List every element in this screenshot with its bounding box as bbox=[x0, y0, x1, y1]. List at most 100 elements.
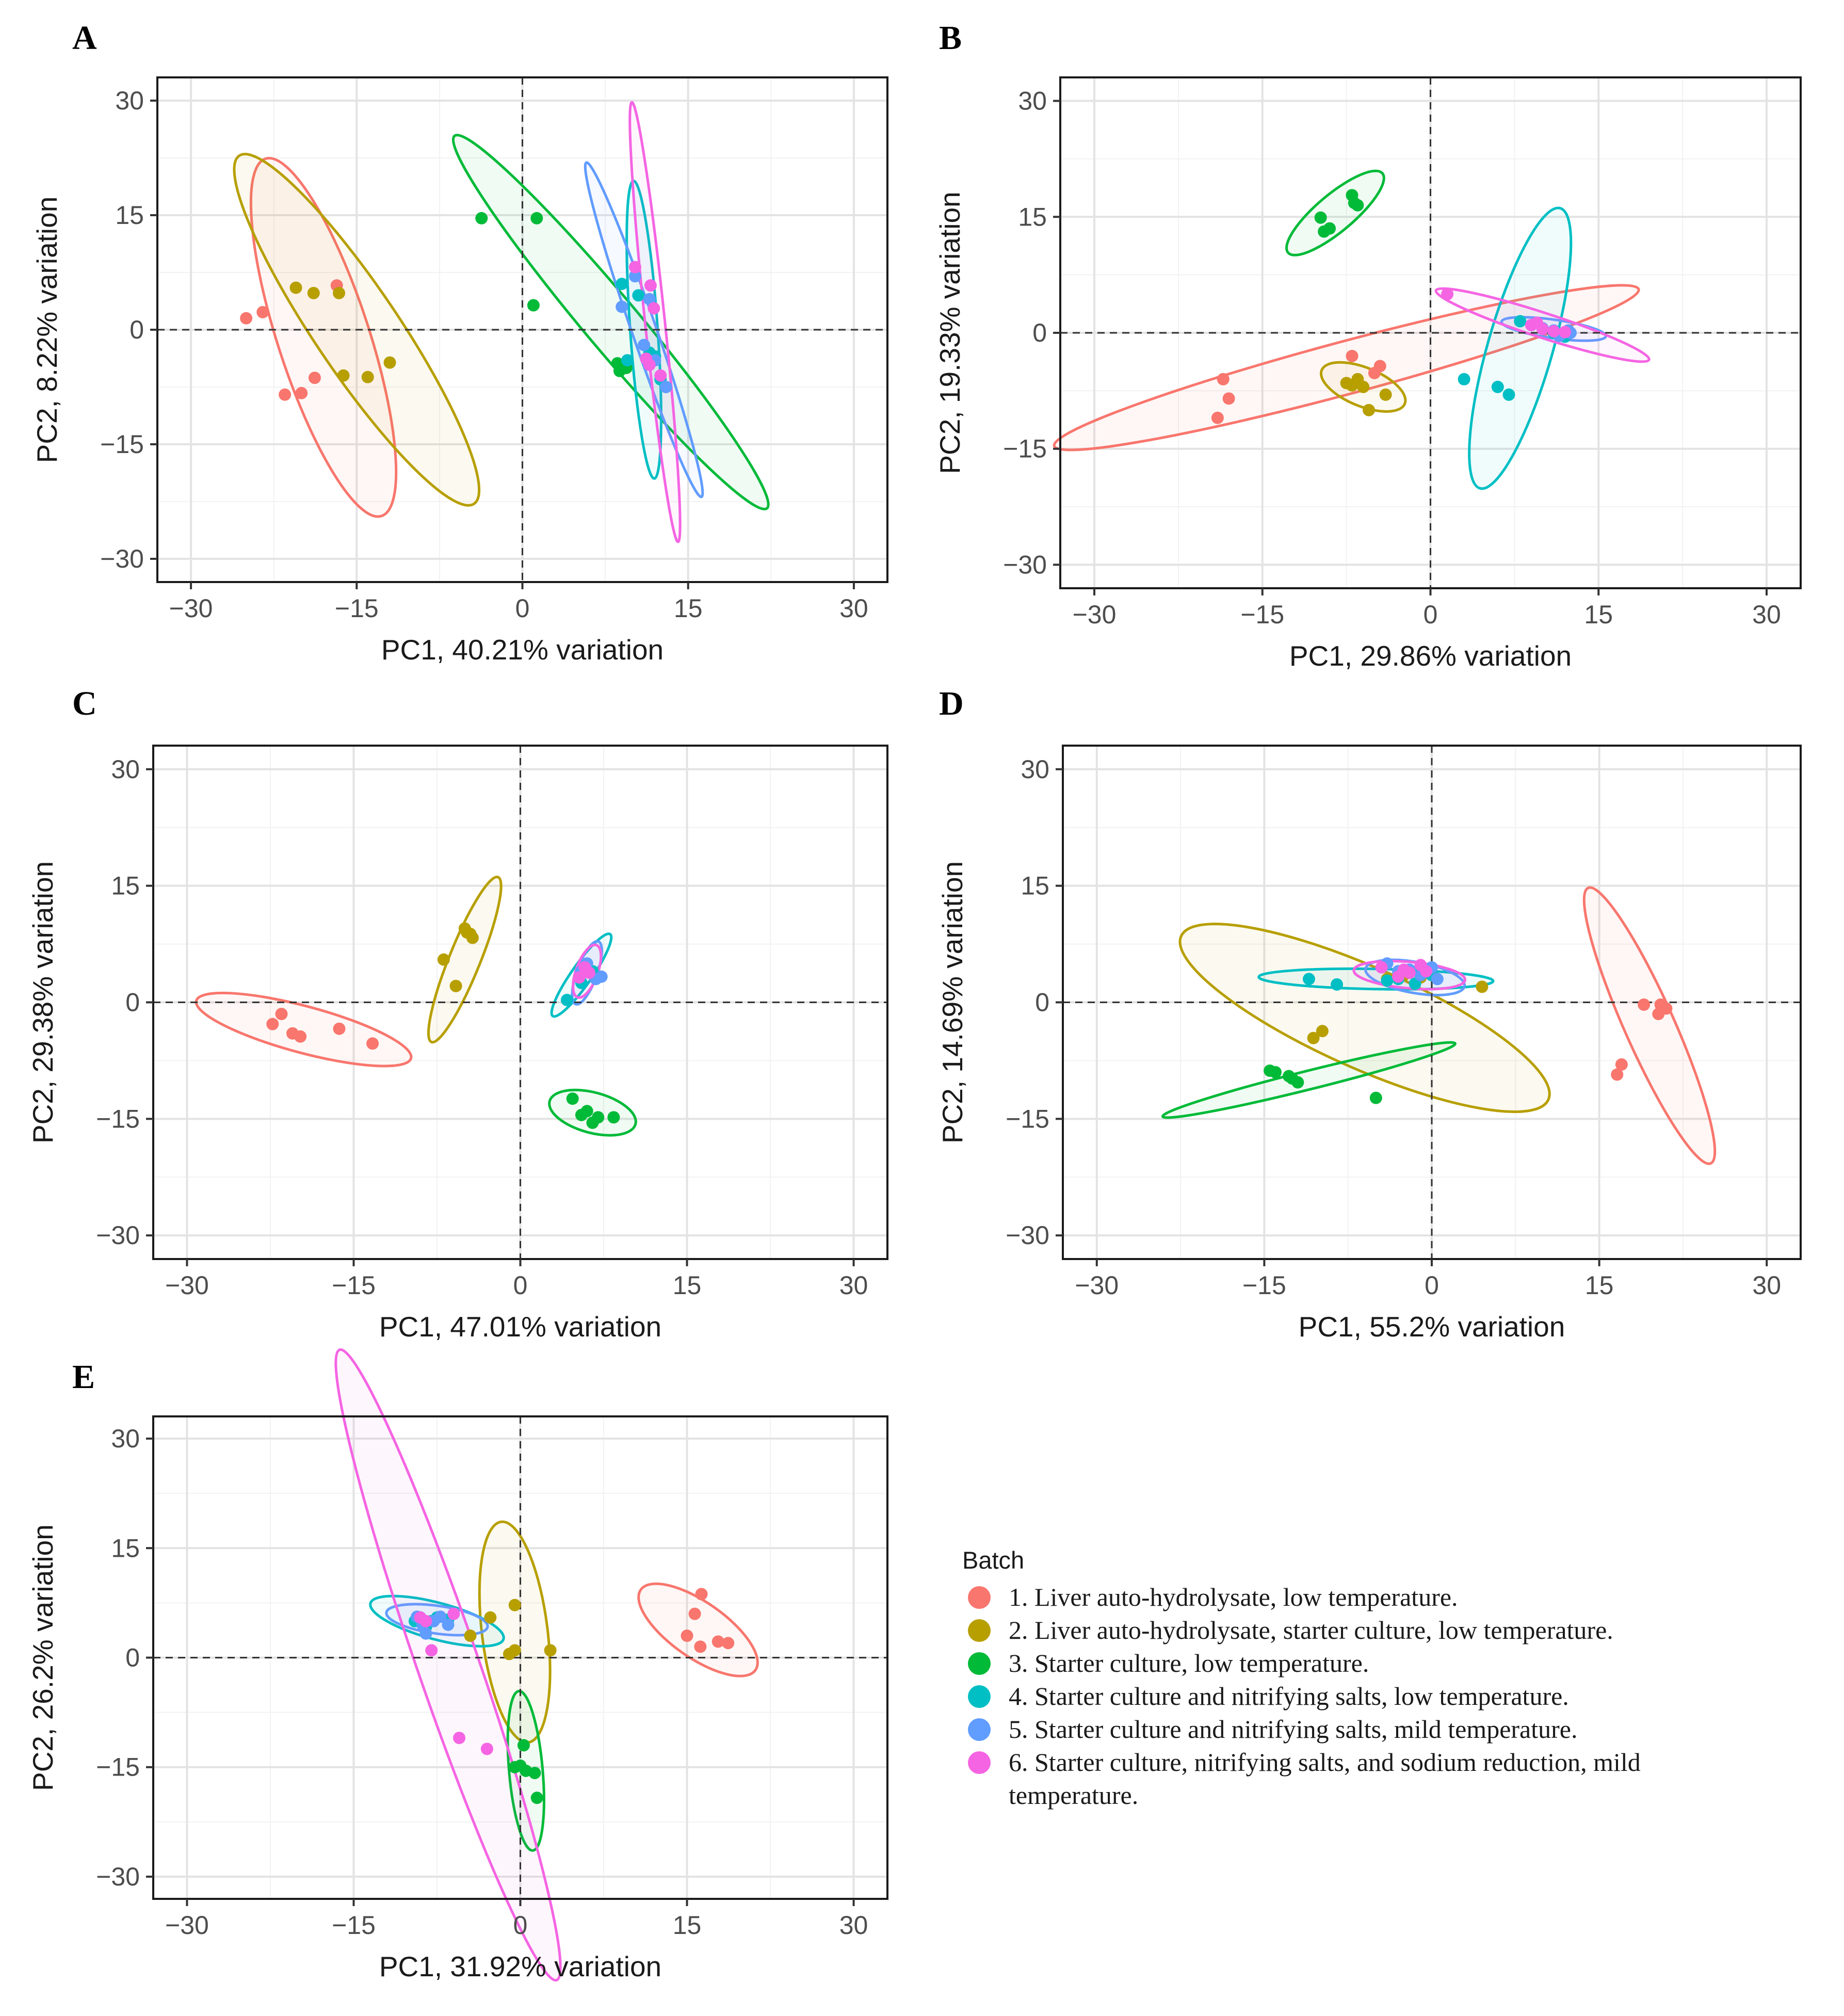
x-tick-label: −30 bbox=[1073, 600, 1117, 629]
data-point-g4 bbox=[1458, 373, 1470, 385]
x-tick-label: 30 bbox=[839, 594, 868, 623]
confidence-ellipse-g1 bbox=[637, 1582, 759, 1678]
x-tick-label: −15 bbox=[332, 1271, 376, 1300]
data-point-g5 bbox=[1431, 973, 1444, 986]
x-tick-label: 30 bbox=[839, 1271, 868, 1300]
data-point-g2 bbox=[1363, 404, 1376, 416]
x-tick-label: −15 bbox=[1240, 600, 1284, 629]
data-point-g2 bbox=[1357, 380, 1370, 393]
data-point-g2 bbox=[333, 286, 346, 299]
data-point-g6 bbox=[648, 302, 660, 315]
x-tick-label: 15 bbox=[1584, 600, 1613, 629]
x-tick-label: −15 bbox=[1242, 1271, 1286, 1300]
data-point-g2 bbox=[508, 1644, 521, 1657]
data-point-g1 bbox=[1611, 1068, 1624, 1081]
data-point-g2 bbox=[1379, 388, 1392, 401]
y-tick-label: 15 bbox=[115, 201, 144, 230]
data-point-g4 bbox=[1491, 380, 1504, 393]
x-axis-title: PC1, 29.86% variation bbox=[1289, 640, 1572, 672]
data-point-g1 bbox=[681, 1630, 693, 1642]
legend-label: 5. Starter culture and nitrifying salts,… bbox=[1009, 1715, 1577, 1744]
data-point-g6 bbox=[644, 279, 657, 292]
data-point-g1 bbox=[1368, 366, 1381, 379]
y-tick-label: −15 bbox=[100, 430, 144, 459]
panel-label: C bbox=[72, 685, 97, 722]
data-point-g5 bbox=[442, 1618, 455, 1631]
data-point-g1 bbox=[256, 305, 269, 318]
data-point-g2 bbox=[1476, 980, 1489, 993]
data-point-g1 bbox=[1346, 349, 1358, 362]
y-tick-label: 0 bbox=[125, 988, 140, 1017]
data-point-g1 bbox=[294, 1030, 307, 1043]
y-axis-title: PC2, 26.2% variation bbox=[27, 1524, 59, 1791]
confidence-ellipse-g2 bbox=[427, 876, 503, 1044]
y-tick-label: 0 bbox=[130, 315, 144, 344]
confidence-ellipse-g6 bbox=[628, 101, 682, 543]
y-tick-label: −30 bbox=[1003, 550, 1047, 579]
data-point-g5 bbox=[628, 270, 641, 283]
x-tick-label: −30 bbox=[165, 1911, 209, 1940]
data-point-g6 bbox=[628, 261, 641, 273]
data-point-g2 bbox=[361, 370, 374, 383]
x-tick-label: 30 bbox=[1752, 1271, 1781, 1300]
data-point-g1 bbox=[1222, 392, 1235, 405]
y-tick-label: 0 bbox=[1032, 318, 1047, 347]
confidence-ellipse-g3 bbox=[1161, 1041, 1457, 1119]
data-point-g3 bbox=[1348, 197, 1361, 209]
confidence-ellipse-g1 bbox=[195, 991, 413, 1068]
data-point-g3 bbox=[530, 212, 543, 224]
legend-key-g3 bbox=[968, 1652, 991, 1675]
x-axis-title: PC1, 40.21% variation bbox=[381, 634, 664, 666]
data-point-g6 bbox=[447, 1607, 460, 1620]
confidence-ellipse-g1 bbox=[1582, 886, 1717, 1165]
data-point-g6 bbox=[643, 359, 656, 372]
data-point-g1 bbox=[275, 1008, 288, 1021]
data-point-g1 bbox=[711, 1635, 724, 1648]
data-point-g6 bbox=[654, 369, 667, 382]
legend-label: temperature. bbox=[1009, 1781, 1138, 1810]
data-point-g1 bbox=[688, 1607, 701, 1620]
data-point-g1 bbox=[308, 372, 321, 384]
data-point-g6 bbox=[1441, 288, 1454, 301]
data-point-g3 bbox=[527, 299, 540, 312]
data-point-g2 bbox=[289, 281, 302, 294]
legend: Batch 1. Liver auto-hydrolysate, low temp… bbox=[962, 1546, 1641, 1810]
data-point-g5 bbox=[434, 1610, 447, 1623]
data-point-g3 bbox=[1282, 1070, 1295, 1083]
panel-label: D bbox=[939, 685, 964, 722]
data-point-g6 bbox=[1559, 326, 1572, 338]
y-tick-label: 30 bbox=[111, 755, 140, 784]
y-tick-label: −30 bbox=[96, 1221, 140, 1250]
data-point-g4 bbox=[1381, 974, 1394, 987]
y-tick-label: −15 bbox=[1003, 434, 1047, 463]
y-tick-label: 30 bbox=[1018, 87, 1047, 116]
x-tick-label: −15 bbox=[332, 1911, 376, 1940]
y-tick-label: 0 bbox=[1035, 988, 1049, 1017]
data-point-g2 bbox=[337, 369, 350, 382]
data-point-g2 bbox=[1346, 379, 1358, 392]
data-point-g1 bbox=[266, 1018, 279, 1030]
data-point-g3 bbox=[1291, 1076, 1304, 1089]
data-point-g3 bbox=[514, 1759, 527, 1772]
confidence-ellipse-g6 bbox=[334, 1348, 562, 1982]
data-point-g2 bbox=[307, 286, 320, 299]
y-axis-title: PC2, 14.69% variation bbox=[936, 861, 968, 1143]
x-tick-label: 15 bbox=[674, 594, 703, 623]
data-point-g2 bbox=[1316, 1025, 1329, 1038]
y-tick-label: 30 bbox=[1021, 755, 1049, 784]
data-point-g5 bbox=[659, 381, 672, 394]
x-tick-label: 15 bbox=[1585, 1271, 1614, 1300]
y-axis-title: PC2, 19.33% variation bbox=[934, 191, 966, 474]
legend-label: 4. Starter culture and nitrifying salts,… bbox=[1009, 1682, 1569, 1711]
data-point-g1 bbox=[1615, 1058, 1628, 1071]
y-axis-title: PC2, 29.38% variation bbox=[27, 861, 59, 1143]
x-axis-title: PC1, 31.92% variation bbox=[379, 1950, 661, 1982]
data-point-g3 bbox=[1369, 1091, 1382, 1104]
data-point-g5 bbox=[595, 970, 608, 983]
data-point-g4 bbox=[560, 993, 573, 1006]
data-point-g1 bbox=[1211, 411, 1224, 424]
data-point-g1 bbox=[366, 1037, 379, 1050]
data-point-g6 bbox=[573, 971, 586, 984]
data-point-g1 bbox=[333, 1022, 346, 1035]
panel-b: B −30 −15 0 15 30 −30 −15 0 15 30 PC1, 29.86% varia… bbox=[934, 19, 1802, 672]
